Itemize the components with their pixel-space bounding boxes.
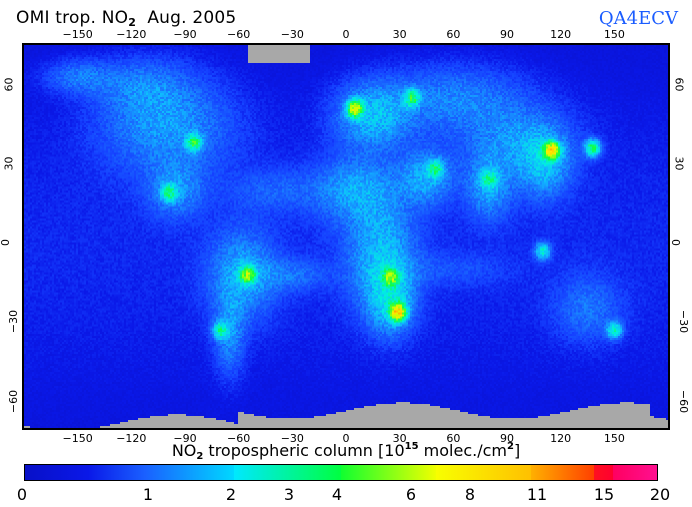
lat-tick-label: 0: [0, 239, 12, 247]
colorbar-segment: [88, 465, 146, 480]
lat-tick-label: 0: [669, 239, 682, 247]
lon-tick-label: −30: [280, 28, 304, 41]
colorbar-segment: [25, 465, 89, 480]
colorbar-tick-label: 11: [526, 485, 548, 504]
lat-tick-label: 60: [2, 77, 16, 92]
colorbar-tick-label: 4: [331, 485, 343, 504]
lat-tick-label: 30: [672, 156, 686, 171]
lon-tick-label: 90: [500, 28, 514, 41]
lon-tick-label: −60: [227, 432, 251, 445]
label-superscript: 15: [404, 441, 419, 452]
colorbar-segment: [593, 465, 613, 480]
colorbar-tick-label: 8: [464, 485, 476, 504]
lon-tick-label: 30: [392, 28, 407, 41]
colorbar-segment: [435, 465, 531, 480]
title-date: Aug. 2005: [136, 8, 237, 28]
lat-tick-label: 30: [2, 156, 16, 171]
colorbar-segment: [612, 465, 657, 480]
lat-tick-label: −60: [7, 389, 21, 413]
lon-tick-label: 120: [550, 432, 572, 445]
lon-tick-label: 60: [446, 28, 461, 41]
lat-tick-label: −30: [7, 310, 21, 334]
lon-tick-label: −120: [116, 28, 147, 41]
colorbar-tick-label: 20: [649, 485, 671, 504]
lat-tick-label: −60: [677, 389, 691, 413]
lon-tick-label: 150: [603, 28, 625, 41]
lon-tick-label: −90: [173, 28, 197, 41]
lon-tick-label: 150: [603, 432, 625, 445]
label-part: tropospheric column [10: [203, 441, 405, 460]
label-subscript: 2: [196, 451, 204, 462]
label-part: NO: [171, 441, 197, 460]
colorbar-tick-label: 0: [16, 485, 28, 504]
lat-tick-label: −30: [677, 310, 691, 334]
lon-tick-label: −90: [173, 432, 197, 445]
brand-logo: QA4ECV: [598, 8, 678, 29]
lon-tick-label: 0: [342, 432, 350, 445]
map-title: OMI trop. NO2 Aug. 2005: [16, 8, 236, 29]
no2-map: [22, 43, 670, 430]
colorbar-tick-label: 3: [283, 485, 295, 504]
lon-tick-label: −120: [116, 432, 147, 445]
lon-tick-label: 0: [342, 28, 350, 41]
lon-tick-label: 90: [500, 432, 514, 445]
colorbar-tick-label: 1: [142, 485, 154, 504]
lon-tick-label: 60: [446, 432, 461, 445]
title-text: OMI trop. NO: [16, 8, 129, 28]
label-superscript: 2: [506, 441, 514, 452]
lon-tick-label: 120: [550, 28, 572, 41]
title-subscript: 2: [128, 16, 137, 29]
colorbar-title: NO2 tropospheric column [1015 molec./cm2…: [0, 441, 692, 462]
colorbar-tick-label: 15: [593, 485, 615, 504]
lon-tick-label: −150: [62, 432, 93, 445]
colorbar: [24, 464, 658, 481]
colorbar-segment: [233, 465, 341, 480]
no2-map-canvas: [24, 45, 668, 428]
lon-tick-label: −150: [62, 28, 93, 41]
colorbar-tick-label: 2: [225, 485, 237, 504]
colorbar-segment: [340, 465, 436, 480]
colorbar-tick-label: 6: [405, 485, 417, 504]
lat-tick-label: 60: [672, 77, 686, 92]
lon-tick-label: −60: [227, 28, 251, 41]
lon-tick-label: 30: [392, 432, 407, 445]
colorbar-segment: [145, 465, 234, 480]
lon-tick-label: −30: [280, 432, 304, 445]
colorbar-segment: [530, 465, 594, 480]
label-part: molec./cm: [418, 441, 507, 460]
label-part: ]: [513, 441, 521, 460]
